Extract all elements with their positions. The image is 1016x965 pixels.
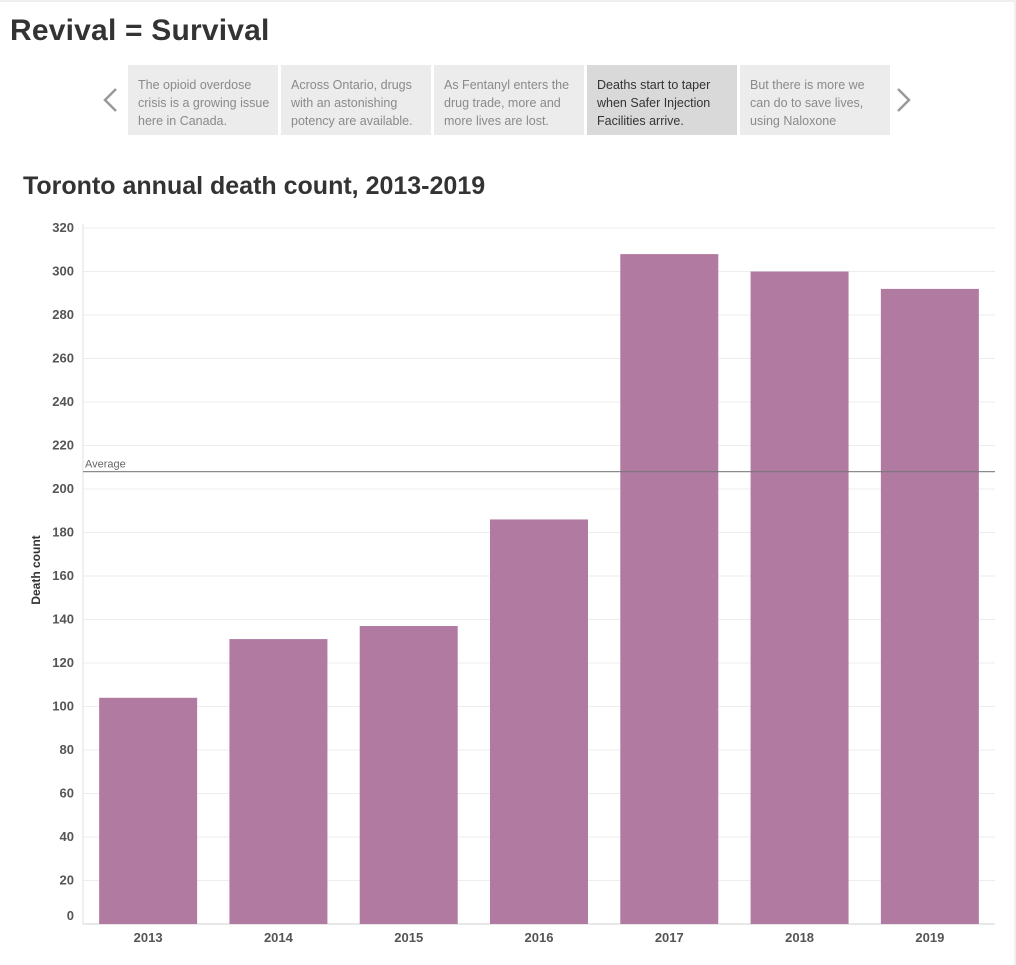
x-tick-label: 2013 <box>134 930 163 945</box>
y-tick-label: 20 <box>60 873 74 888</box>
story-point-text: Deaths start to taper when Safer Injecti… <box>597 78 711 128</box>
y-tick-label: 240 <box>52 394 74 409</box>
x-tick-label: 2016 <box>525 930 554 945</box>
bar <box>359 626 458 924</box>
y-tick-label: 140 <box>52 612 74 627</box>
bar <box>750 271 849 924</box>
x-tick-label: 2015 <box>394 930 423 945</box>
y-tick-label: 200 <box>52 481 74 496</box>
bar <box>880 288 979 924</box>
previous-story-point-button[interactable] <box>100 86 122 114</box>
y-tick-label: 180 <box>52 525 74 540</box>
story-title: Revival = Survival <box>10 14 270 47</box>
story-point-1[interactable]: The opioid overdose crisis is a growing … <box>128 65 278 135</box>
x-tick-label: 2019 <box>915 930 944 945</box>
bar <box>99 697 198 924</box>
x-tick-label: 2017 <box>655 930 684 945</box>
y-tick-label: 220 <box>52 438 74 453</box>
y-tick-label: 320 <box>52 220 74 235</box>
x-tick-label: 2014 <box>264 930 294 945</box>
chart-title: Toronto annual death count, 2013-2019 <box>23 172 486 200</box>
y-tick-label: 120 <box>52 655 74 670</box>
y-tick-label: 0 <box>67 908 74 923</box>
y-tick-label: 280 <box>52 307 74 322</box>
story-point-text: But there is more we can do to save live… <box>750 78 865 128</box>
y-tick-label: 160 <box>52 568 74 583</box>
story-point-text: The opioid overdose crisis is a growing … <box>138 78 270 128</box>
story-points-navigator: The opioid overdose crisis is a growing … <box>128 65 890 135</box>
story-point-3[interactable]: As Fentanyl enters the drug trade, more … <box>434 65 584 135</box>
y-tick-label: 300 <box>52 264 74 279</box>
y-tick-label: 260 <box>52 351 74 366</box>
y-tick-label: 60 <box>60 786 74 801</box>
average-reference-label: Average <box>85 459 126 471</box>
y-tick-label: 100 <box>52 699 74 714</box>
x-tick-label: 2018 <box>785 930 814 945</box>
bar <box>229 639 328 924</box>
chevron-left-icon <box>103 88 117 112</box>
bar <box>490 519 588 924</box>
y-axis-title: Death count <box>29 535 43 604</box>
next-story-point-button[interactable] <box>892 86 914 114</box>
bar <box>620 254 719 925</box>
story-point-4[interactable]: Deaths start to taper when Safer Injecti… <box>587 65 737 135</box>
story-point-text: As Fentanyl enters the drug trade, more … <box>444 78 570 128</box>
top-border <box>0 0 1016 2</box>
chevron-right-icon <box>897 88 911 112</box>
y-tick-label: 40 <box>60 829 74 844</box>
story-point-text: Across Ontario, drugs with an astonishin… <box>291 78 413 128</box>
y-tick-label: 80 <box>60 742 74 757</box>
story-point-2[interactable]: Across Ontario, drugs with an astonishin… <box>281 65 431 135</box>
story-point-5[interactable]: But there is more we can do to save live… <box>740 65 890 135</box>
right-border <box>1014 0 1016 965</box>
